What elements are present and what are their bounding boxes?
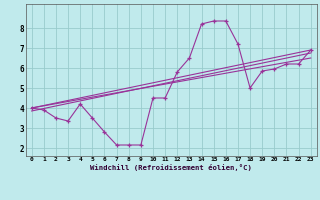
X-axis label: Windchill (Refroidissement éolien,°C): Windchill (Refroidissement éolien,°C) — [90, 164, 252, 171]
